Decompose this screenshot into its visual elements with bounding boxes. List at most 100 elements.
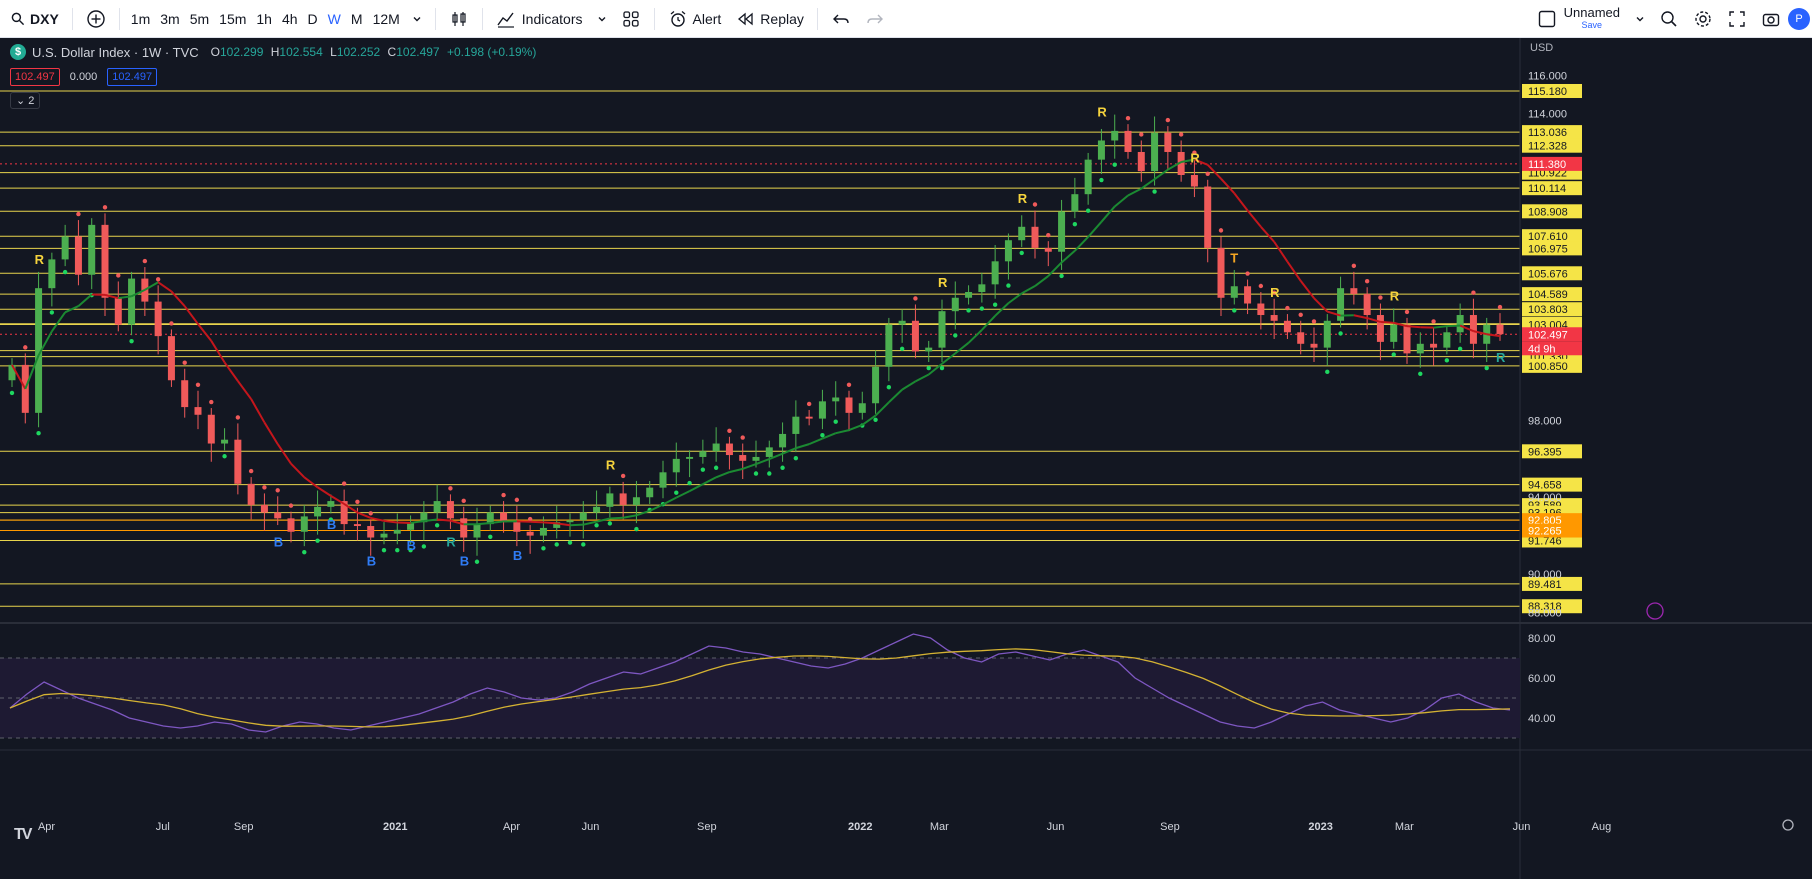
candle-body — [1376, 315, 1384, 342]
trend-ma-segment — [37, 330, 53, 356]
signal-label: B — [513, 548, 522, 563]
candle-body — [672, 458, 680, 473]
signal-dot — [209, 399, 214, 405]
candle-body — [433, 501, 441, 513]
candle-body — [1456, 315, 1464, 333]
level-tag: 112.328 — [1528, 141, 1567, 153]
alert-button[interactable]: Alert — [661, 0, 729, 38]
camera-icon — [1762, 13, 1780, 26]
interval-dropdown[interactable] — [405, 0, 429, 38]
signal-dot — [1152, 189, 1157, 194]
layout-name[interactable]: Unnamed Save — [1564, 6, 1620, 31]
signal-dot — [953, 333, 958, 338]
trend-ma-segment — [848, 423, 863, 432]
signal-dot — [939, 365, 945, 371]
divider — [118, 7, 120, 30]
level-tag: 100.850 — [1528, 361, 1568, 373]
trend-ma-segment — [1180, 158, 1195, 163]
buy-chip[interactable]: 102.497 — [107, 68, 158, 86]
candle-body — [327, 501, 335, 507]
layout-dropdown[interactable] — [1628, 0, 1652, 38]
indicators-collapse-button[interactable]: ⌄ 2 — [10, 92, 41, 109]
interval-w[interactable]: W — [327, 10, 341, 27]
signal-dot — [222, 454, 227, 459]
interval-4h[interactable]: 4h — [281, 10, 298, 27]
candle-body — [1177, 151, 1185, 176]
interval-m[interactable]: M — [350, 10, 363, 27]
avatar[interactable]: P — [1788, 7, 1810, 30]
level-tag: 108.908 — [1528, 206, 1568, 218]
trend-ma-segment — [357, 511, 372, 519]
save-status: Save — [1581, 19, 1603, 30]
level-tag-bg — [1522, 444, 1582, 459]
interval-3m[interactable]: 3m — [160, 10, 180, 27]
trend-ma-segment — [1047, 261, 1063, 277]
signal-dot — [262, 485, 267, 490]
trend-ma-segment — [715, 471, 730, 479]
candle-body — [1044, 247, 1052, 252]
trend-ma-segment — [490, 520, 504, 524]
symbol-search[interactable]: DXY — [0, 0, 66, 38]
layout-checkbox[interactable] — [1530, 0, 1564, 38]
undo-button[interactable] — [824, 0, 858, 38]
divider — [71, 7, 73, 30]
candle-body — [1071, 194, 1079, 212]
signal-dot — [581, 542, 586, 547]
interval-d[interactable]: D — [307, 10, 318, 27]
trend-ma-segment — [530, 520, 544, 524]
signal-label: B — [407, 538, 416, 553]
interval-5m[interactable]: 5m — [189, 10, 210, 27]
trend-ma-segment — [622, 514, 637, 519]
sell-chip[interactable]: 102.497 — [10, 68, 60, 86]
candle-body — [1111, 130, 1119, 141]
candle-body — [446, 501, 454, 519]
signal-dot — [288, 503, 294, 508]
candle-body — [1190, 175, 1198, 187]
trend-ma-segment — [636, 509, 651, 517]
trend-ma-segment — [888, 388, 903, 404]
interval-15m[interactable]: 15m — [219, 10, 247, 27]
trend-ma-segment — [317, 486, 332, 497]
lightning-icon[interactable] — [1646, 602, 1664, 620]
currency-label[interactable]: USD — [1530, 42, 1553, 54]
compare-button[interactable] — [79, 0, 113, 38]
chevron-down-icon — [413, 16, 421, 21]
signal-dot — [687, 480, 692, 486]
signal-label: T — [1230, 250, 1238, 265]
trend-ma-segment — [290, 462, 306, 478]
interval-12m[interactable]: 12M — [372, 10, 400, 27]
trend-ma-segment — [583, 520, 597, 526]
level-tag-bg — [1522, 83, 1582, 98]
signal-dot — [806, 401, 812, 407]
interval-1m[interactable]: 1m — [130, 10, 151, 27]
time-tick-label: Sep — [1160, 821, 1180, 833]
candle-body — [1270, 315, 1278, 321]
interval-1h[interactable]: 1h — [256, 10, 272, 27]
dollar-logo-icon: $ — [10, 44, 26, 60]
trend-ma-segment — [1299, 280, 1315, 299]
time-tick-label: 2021 — [383, 821, 407, 833]
templates-button[interactable] — [614, 0, 648, 38]
redo-button[interactable] — [858, 0, 892, 38]
indicators-button[interactable]: Indicators — [489, 0, 614, 38]
quick-search-button[interactable] — [1652, 0, 1686, 38]
trend-ma-segment — [1433, 325, 1447, 329]
snapshot-button[interactable] — [1754, 0, 1788, 38]
settings-button[interactable] — [1686, 0, 1720, 38]
signal-dot — [1444, 358, 1450, 363]
candle-body — [1283, 320, 1291, 333]
time-tick-label: Mar — [930, 821, 949, 833]
time-tick-label: Apr — [503, 821, 520, 833]
signal-dot — [594, 523, 599, 528]
trend-ma-segment — [1074, 236, 1089, 252]
candle-body — [1257, 303, 1265, 316]
signal-dot — [1046, 232, 1051, 238]
marked-level-tag: 92.265 — [1528, 526, 1562, 538]
replay-button[interactable]: Replay — [728, 0, 811, 38]
signal-dot — [1457, 346, 1463, 352]
candle-body — [1310, 343, 1318, 348]
chart-type-button[interactable] — [442, 0, 476, 38]
fullscreen-button[interactable] — [1720, 0, 1754, 38]
axis-settings-icon[interactable] — [1782, 819, 1794, 831]
